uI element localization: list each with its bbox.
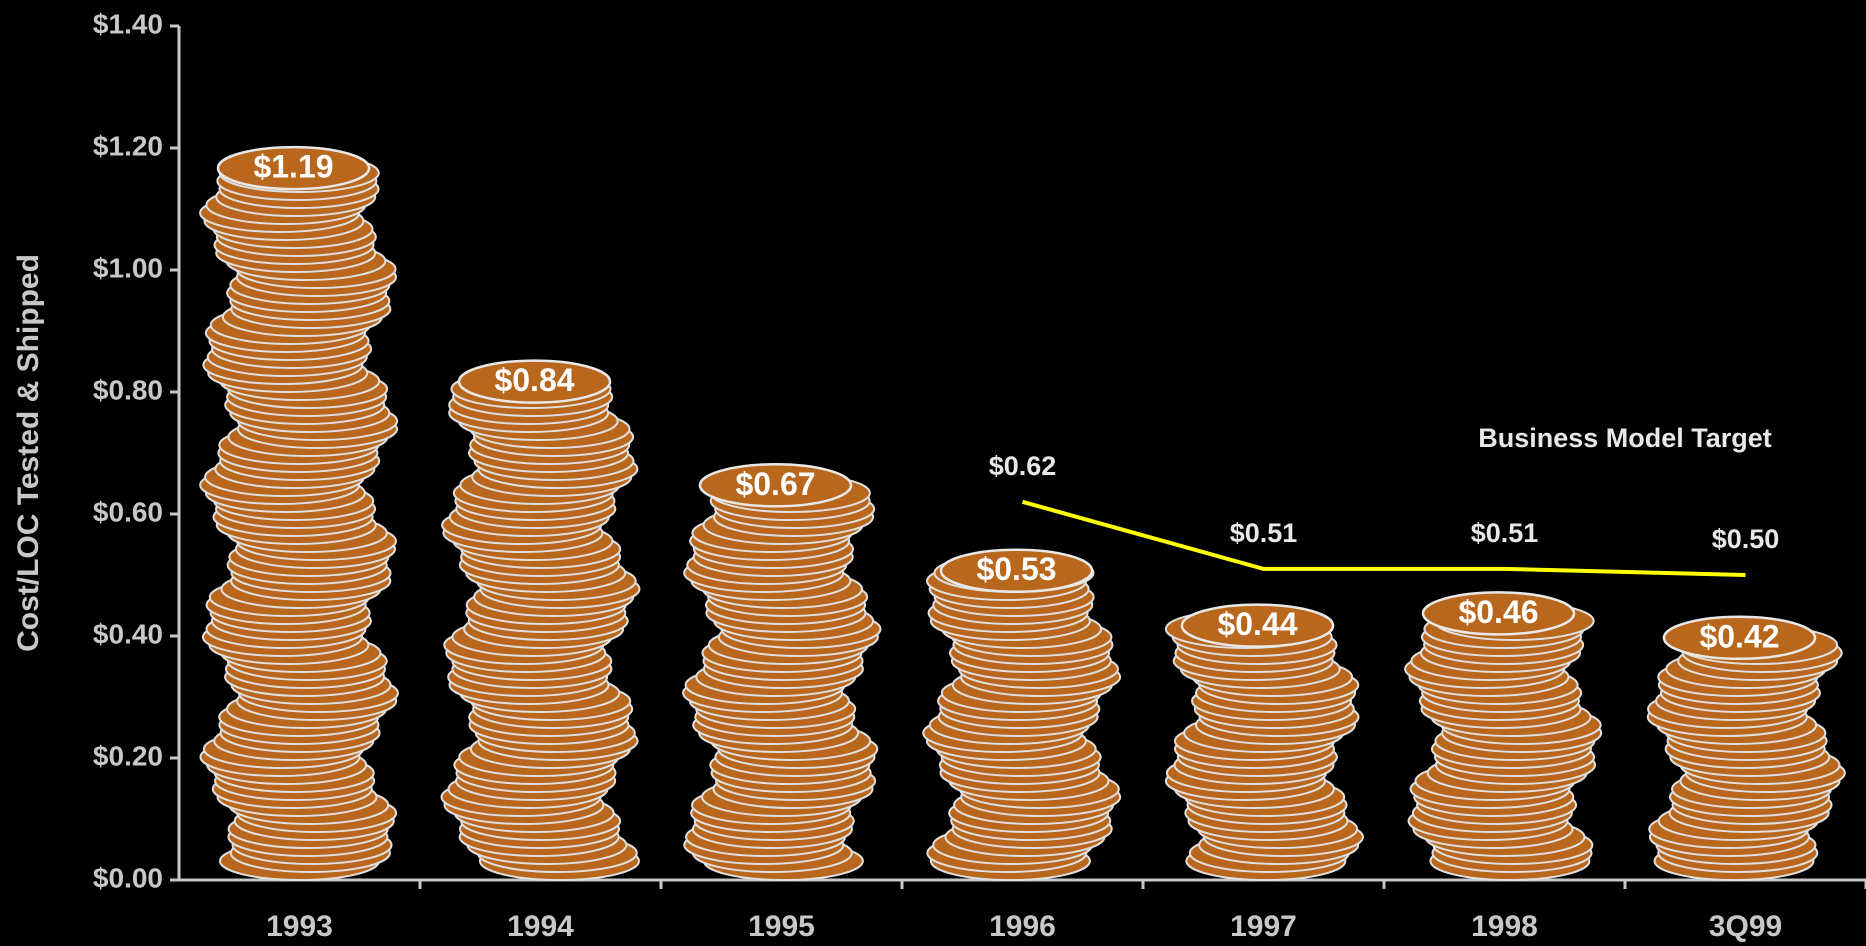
x-tick-label: 1996 <box>989 910 1056 943</box>
y-tick-label: $1.40 <box>93 8 163 39</box>
line-value-label: $0.51 <box>1230 518 1298 548</box>
value-label: $0.53 <box>976 551 1056 587</box>
y-tick-label: $0.00 <box>93 862 163 893</box>
coin-top <box>1180 603 1335 648</box>
x-tick-label: 1993 <box>266 910 333 943</box>
y-tick-label: $0.80 <box>93 374 163 405</box>
coin-stack <box>199 145 399 881</box>
line-value-label: $0.51 <box>1471 518 1539 548</box>
value-label: $0.42 <box>1699 618 1779 654</box>
y-tick-label: $1.20 <box>93 130 163 161</box>
coin-stack <box>1404 591 1603 881</box>
coin-top <box>1421 591 1576 636</box>
y-tick-label: $0.40 <box>93 618 163 649</box>
value-label: $0.46 <box>1458 594 1538 630</box>
coin-stack <box>440 359 641 881</box>
x-tick-label: 1994 <box>507 910 574 943</box>
coin-top <box>216 145 371 191</box>
x-tick-label: 1998 <box>1471 910 1538 943</box>
line-value-label: $0.50 <box>1712 524 1780 554</box>
value-label: $1.19 <box>253 149 333 185</box>
x-tick-label: 1997 <box>1230 910 1297 943</box>
value-label: $0.44 <box>1217 606 1297 642</box>
coin-stack <box>682 463 882 881</box>
series-name: Business Model Target <box>1478 423 1772 453</box>
value-label: $0.67 <box>735 466 815 502</box>
x-tick-label: 1995 <box>748 910 815 943</box>
y-tick-label: $0.20 <box>93 740 163 771</box>
coin-top <box>457 359 612 404</box>
line-value-label: $0.62 <box>989 451 1057 481</box>
y-axis-label: Cost/LOC Tested & Shipped <box>12 254 45 652</box>
coin-top <box>939 548 1094 593</box>
coin-top <box>1662 615 1817 661</box>
coin-stack <box>1646 615 1846 881</box>
y-tick-label: $0.60 <box>93 496 163 527</box>
x-tick-label: 3Q99 <box>1709 910 1782 943</box>
value-label: $0.84 <box>494 362 574 398</box>
y-tick-label: $1.00 <box>93 252 163 283</box>
coin-stack <box>1164 603 1365 881</box>
target-line <box>1021 499 1746 577</box>
coin-stack <box>922 548 1122 881</box>
coin-top <box>698 463 853 508</box>
